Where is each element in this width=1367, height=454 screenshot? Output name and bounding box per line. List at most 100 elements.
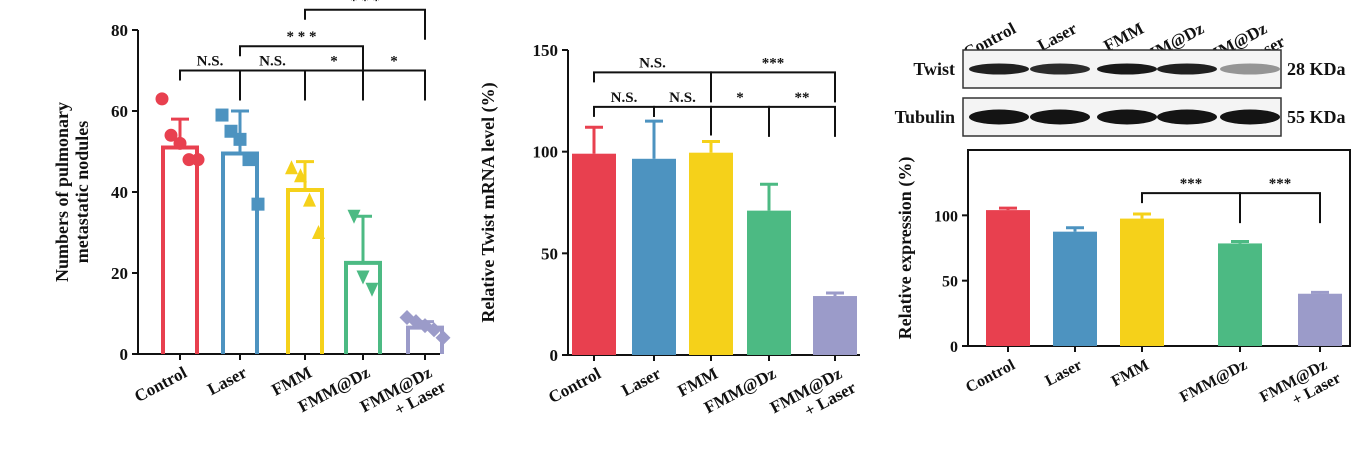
bar-control (161, 145, 199, 354)
y-tick-label: 20 (111, 264, 128, 283)
blot-band (969, 63, 1029, 75)
panel-nodules-chart: 0 20 40 60 80 Numbers of pulmonary metastatic … (52, 0, 451, 420)
data-point (173, 136, 187, 150)
significance-bracket (653, 105, 712, 136)
significance-label: N.S. (197, 54, 224, 70)
data-point (347, 209, 361, 224)
bar-fmm-dz-laser (813, 296, 857, 355)
y-tick-label: 100 (533, 143, 559, 162)
blot-band (1030, 109, 1090, 125)
x-tick-label-line: Laser (204, 363, 250, 399)
bar-laser (221, 151, 259, 354)
data-point (191, 153, 205, 167)
bar-fmm (1120, 218, 1164, 346)
significance-label: * * * (350, 0, 380, 9)
blot-band (1097, 109, 1157, 125)
y-tick-label: 0 (550, 346, 559, 365)
significance-bracket (239, 69, 306, 101)
y-axis-label: metastatic nodules (72, 121, 92, 264)
x-tick-label-line: Laser (1042, 357, 1085, 390)
x-tick-label: FMM@Dz (1177, 357, 1250, 407)
bar-fmm-dz (747, 210, 791, 355)
data-point (155, 92, 169, 106)
significance-bracket (1141, 192, 1241, 224)
data-point (435, 330, 451, 346)
y-axis-label: Relative Twist mRNA level (%) (478, 82, 499, 322)
data-point (426, 322, 442, 338)
y-tick-label: 50 (541, 244, 558, 263)
significance-bracket (304, 8, 426, 40)
significance-label: *** (762, 55, 785, 71)
x-tick-label: FMM (1109, 357, 1152, 391)
y-tick-label: 60 (111, 102, 128, 121)
bar-fmm (689, 152, 733, 355)
significance-label: *** (1269, 176, 1292, 192)
blot-band (1097, 63, 1157, 75)
y-tick-label: 0 (120, 345, 129, 364)
blot-size-label: 55 KDa (1287, 107, 1346, 127)
data-point (365, 282, 379, 297)
significance-label: N.S. (669, 90, 696, 106)
data-point (303, 192, 316, 207)
x-tick-label-line: Control (131, 363, 190, 406)
bar-laser (632, 158, 676, 355)
significance-label: ** (795, 90, 810, 106)
data-point (215, 108, 229, 122)
y-tick-label: 50 (942, 274, 958, 291)
significance-label: N.S. (611, 90, 638, 106)
bar-control (986, 210, 1030, 346)
significance-label: * (390, 54, 398, 70)
y-tick-label: 150 (533, 41, 559, 60)
significance-bracket (239, 45, 364, 77)
significance-label: * * * (287, 29, 317, 45)
y-tick-label: 100 (934, 208, 958, 225)
x-tick-label: Laser (204, 363, 250, 399)
data-point (233, 132, 247, 146)
x-tick-label-line: Control (963, 356, 1018, 396)
data-point (356, 270, 370, 285)
y-tick-label: 0 (950, 339, 958, 356)
blot-size-label: 28 KDa (1287, 59, 1346, 79)
significance-bracket (179, 69, 241, 101)
x-tick-label: Laser (1042, 357, 1085, 390)
significance-label: N.S. (639, 55, 666, 71)
data-point (312, 225, 325, 239)
bar-laser (1053, 231, 1097, 346)
blot-protein-label: Tubulin (895, 107, 955, 127)
data-point (164, 128, 178, 142)
x-tick-label-line: Control (545, 364, 604, 407)
significance-bracket (593, 71, 712, 103)
data-point (242, 153, 256, 167)
significance-bracket (710, 105, 770, 137)
x-tick-label: FMM@Dz+ Laser (1257, 354, 1344, 422)
significance-bracket (1239, 192, 1321, 224)
data-point (182, 153, 196, 167)
y-axis-label: Relative expression (%) (895, 157, 916, 340)
significance-bracket (362, 69, 426, 101)
significance-bracket (593, 105, 655, 117)
blot-band (1030, 63, 1090, 75)
y-axis-label: Numbers of pulmonary (52, 102, 72, 282)
x-tick-label: Control (963, 356, 1018, 396)
significance-label: *** (1180, 176, 1203, 192)
blot-band (969, 109, 1029, 125)
y-tick-label: 40 (111, 183, 128, 202)
x-tick-label-line: FMM (1109, 357, 1152, 391)
data-point (251, 197, 265, 211)
x-tick-label: FMM@Dz+ Laser (767, 361, 860, 434)
x-tick-label: Laser (618, 364, 664, 400)
panel-mrna-chart: 0 50 100 150 Relative Twist mRNA level (%) Co… (478, 41, 860, 434)
panel-protein-chart: 0 50 100 Relative expression (%) Control Lase… (895, 149, 1351, 422)
x-tick-label-line: FMM@Dz (1177, 357, 1250, 407)
bar-fmm-dz (1218, 243, 1262, 346)
x-tick-label: Control (131, 363, 190, 406)
blot-band (1157, 63, 1217, 75)
y-tick-label: 80 (111, 21, 128, 40)
bar-fmm-dz-laser (1298, 293, 1342, 346)
significance-bracket (768, 105, 836, 137)
x-tick-label: Control (545, 364, 604, 407)
data-point (294, 168, 307, 183)
bar-control (572, 153, 616, 355)
